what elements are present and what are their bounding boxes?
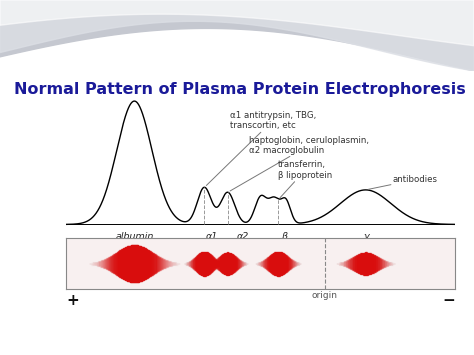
Text: −: − [442, 293, 455, 308]
Text: β: β [281, 233, 287, 241]
Text: +: + [66, 293, 79, 308]
Text: γ: γ [363, 233, 368, 241]
Text: α1: α1 [206, 233, 218, 241]
Text: transferrin,
β lipoprotein: transferrin, β lipoprotein [278, 160, 332, 198]
Text: haptoglobin, ceruloplasmin,
α2 macroglobulin: haptoglobin, ceruloplasmin, α2 macroglob… [230, 136, 369, 191]
Text: antibodies: antibodies [368, 175, 438, 189]
Text: α1 antitrypsin, TBG,
transcortin, etc: α1 antitrypsin, TBG, transcortin, etc [206, 111, 316, 185]
Text: α2: α2 [237, 233, 249, 241]
Text: albumin: albumin [115, 233, 154, 241]
Text: origin: origin [312, 291, 338, 300]
Text: Normal Pattern of Plasma Protein Electrophoresis: Normal Pattern of Plasma Protein Electro… [14, 82, 466, 97]
Bar [0, 71, 474, 355]
